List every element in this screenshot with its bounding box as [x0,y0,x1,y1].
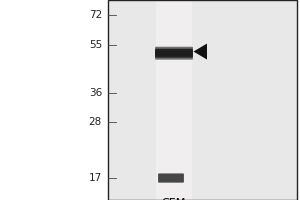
Text: CEM: CEM [162,198,186,200]
FancyBboxPatch shape [158,173,184,183]
Bar [156,0,192,200]
FancyBboxPatch shape [155,47,193,56]
Bar [108,0,297,200]
Text: 17: 17 [89,173,102,183]
Bar [108,0,297,200]
Polygon shape [194,44,207,60]
Text: 36: 36 [89,88,102,98]
Text: 28: 28 [89,117,102,127]
Text: 72: 72 [89,10,102,20]
FancyBboxPatch shape [155,49,193,58]
FancyBboxPatch shape [155,51,193,60]
Text: 55: 55 [89,40,102,50]
